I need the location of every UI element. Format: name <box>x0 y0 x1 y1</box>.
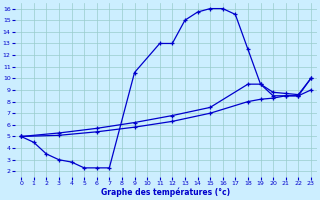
X-axis label: Graphe des températures (°c): Graphe des températures (°c) <box>101 188 231 197</box>
